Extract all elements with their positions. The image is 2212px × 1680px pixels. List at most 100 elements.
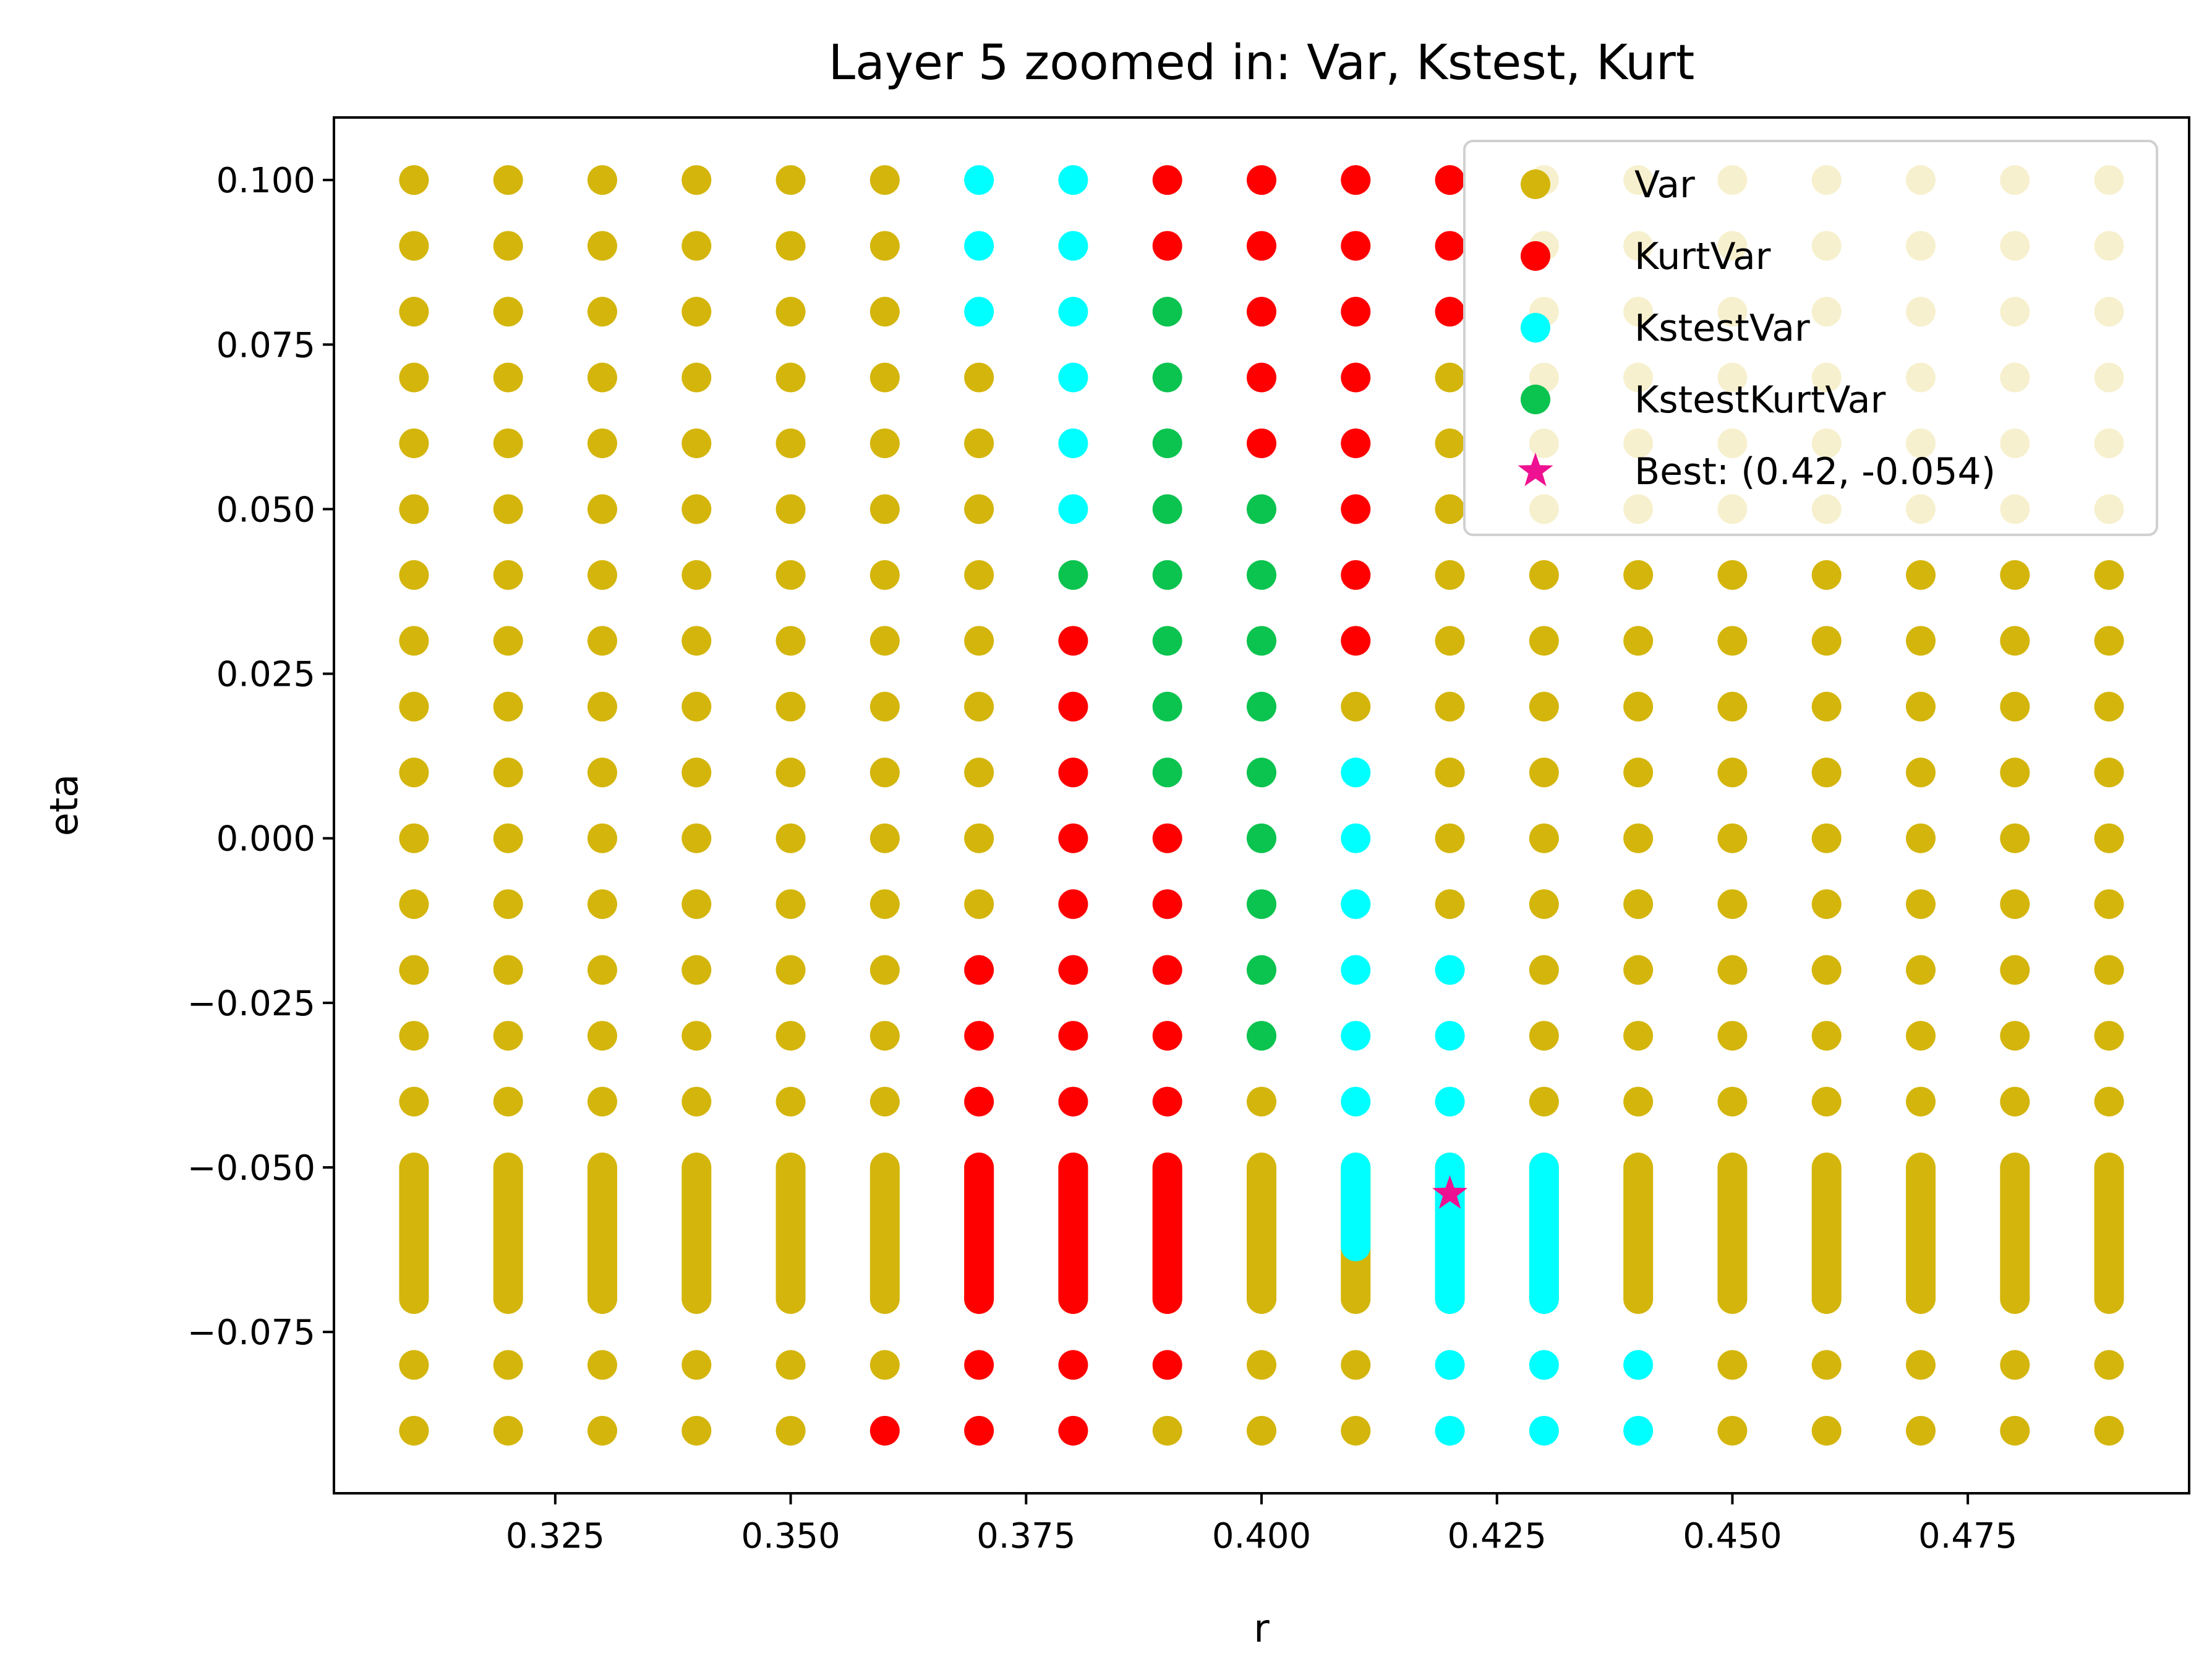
point-kstestvar [964,297,994,327]
point-kstestvar [1529,1415,1559,1446]
point-kstestvar [1058,297,1088,327]
point-var [964,691,994,722]
point-kstestkurtvar [1247,889,1276,919]
point-var [2000,1350,2030,1380]
point-var [2000,757,2030,788]
point-var [587,231,618,261]
point-var [1247,1086,1276,1117]
point-var [1717,955,1748,985]
point-var [869,560,900,590]
point-var [681,955,712,985]
point-var [587,362,618,393]
point-kurtvar [964,1086,994,1117]
point-var [1341,691,1371,722]
point-kstestvar [1058,494,1088,524]
point-var [587,955,618,985]
point-var [1717,823,1748,853]
point-var [399,231,429,261]
point-kurtvar [1152,1350,1182,1380]
point-kurtvar [1435,165,1465,195]
point-kurtvar [1341,560,1371,590]
point-var [964,428,994,458]
point-var [775,1350,806,1380]
point-var [2094,1086,2124,1117]
point-var [1717,560,1748,590]
point-var [869,297,900,327]
point-var [493,297,523,327]
point-var [399,165,429,195]
point-var [775,889,806,919]
point-kstestkurtvar [1152,494,1182,524]
point-var [1811,1350,1842,1380]
point-var [1811,691,1842,722]
point-kstestvar [1341,1086,1371,1117]
point-kurtvar [1058,1086,1088,1117]
y-tick-label: −0.025 [187,984,315,1024]
y-tick-label: 0.075 [216,325,315,365]
point-kstestvar [1341,757,1371,788]
point-var [1623,626,1654,656]
point-var [1341,1350,1371,1380]
point-kstestkurtvar [1247,757,1276,788]
point-var [1905,757,1936,788]
point-kstestkurtvar [1152,757,1182,788]
x-axis: 0.325 0.350 0.375 0.400 0.425 0.450 0.475 [506,1493,2017,1556]
point-var [775,1415,806,1446]
point-var [681,1021,712,1051]
point-var [587,757,618,788]
point-var [1529,889,1559,919]
point-var [1905,626,1936,656]
x-tick-label: 0.375 [976,1516,1075,1556]
point-kurtvar [1435,231,1465,261]
point-var [681,1350,712,1380]
point-var [2094,889,2124,919]
point-kstestvar [1435,955,1465,985]
point-kurtvar [1247,428,1276,458]
legend-marker-kstestkurtvar [1521,385,1550,414]
point-kstestvar [1341,955,1371,985]
point-var [399,428,429,458]
point-kurtvar [1341,626,1371,656]
point-var [587,494,618,524]
point-var [1717,889,1748,919]
point-var [775,955,806,985]
point-var [869,823,900,853]
point-var [587,1086,618,1117]
legend-marker-var [1521,169,1550,199]
point-kurtvar [1152,231,1182,261]
legend-marker-star [1518,453,1553,487]
point-kurtvar [1058,1415,1088,1446]
point-var [1717,1415,1748,1446]
point-var [493,560,523,590]
point-var [2000,955,2030,985]
legend-label-best-0-42-0-054: Best: (0.42, -0.054) [1634,450,1996,493]
point-var [681,428,712,458]
y-tick-label: −0.075 [187,1313,315,1353]
point-kurtvar [1435,297,1465,327]
point-var [587,1021,618,1051]
point-kurtvar [964,955,994,985]
point-var [399,955,429,985]
point-var [869,889,900,919]
point-var [1623,889,1654,919]
point-var [1529,1086,1559,1117]
point-var [1717,757,1748,788]
point-var [1435,494,1465,524]
point-var [399,889,429,919]
point-var [399,297,429,327]
point-var [964,757,994,788]
chart-title: Layer 5 zoomed in: Var, Kstest, Kurt [829,35,1695,91]
legend-label-kstestvar: KstestVar [1634,307,1810,350]
point-var [1623,955,1654,985]
point-var [1435,823,1465,853]
point-var [1811,757,1842,788]
point-kurtvar [1247,362,1276,393]
point-var [587,297,618,327]
point-var [775,1086,806,1117]
point-kstestkurtvar [1247,626,1276,656]
point-var [1811,626,1842,656]
point-var [869,1086,900,1117]
point-var [1529,560,1559,590]
point-var [587,1415,618,1446]
point-var [1811,1415,1842,1446]
